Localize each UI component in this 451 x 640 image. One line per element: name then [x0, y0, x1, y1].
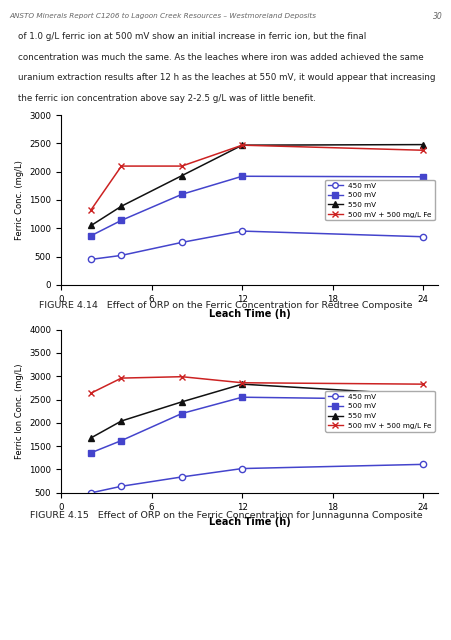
Text: ANSTO Minerals Report C1206 to Lagoon Creek Resources – Westmoreland Deposits: ANSTO Minerals Report C1206 to Lagoon Cr…: [9, 13, 315, 19]
Y-axis label: Ferric Ion Conc. (mg/L): Ferric Ion Conc. (mg/L): [15, 364, 24, 459]
Text: FIGURE 4.14   Effect of ORP on the Ferric Concentration for Redtree Composite: FIGURE 4.14 Effect of ORP on the Ferric …: [39, 301, 412, 310]
X-axis label: Leach Time (h): Leach Time (h): [208, 309, 290, 319]
Text: uranium extraction results after 12 h as the leaches at 550 mV, it would appear : uranium extraction results after 12 h as…: [18, 74, 435, 83]
Y-axis label: Ferric Conc. (mg/L): Ferric Conc. (mg/L): [15, 160, 24, 240]
Text: of 1.0 g/L ferric ion at 500 mV show an initial increase in ferric ion, but the : of 1.0 g/L ferric ion at 500 mV show an …: [18, 32, 365, 41]
Legend: 450 mV, 500 mV, 550 mV, 500 mV + 500 mg/L Fe: 450 mV, 500 mV, 550 mV, 500 mV + 500 mg/…: [325, 391, 434, 431]
Text: 30: 30: [432, 12, 442, 21]
Text: concentration was much the same. As the leaches where iron was added achieved th: concentration was much the same. As the …: [18, 52, 423, 61]
Legend: 450 mV, 500 mV, 550 mV, 500 mV + 500 mg/L Fe: 450 mV, 500 mV, 550 mV, 500 mV + 500 mg/…: [325, 180, 434, 220]
X-axis label: Leach Time (h): Leach Time (h): [208, 517, 290, 527]
Text: the ferric ion concentration above say 2-2.5 g/L was of little benefit.: the ferric ion concentration above say 2…: [18, 94, 315, 103]
Text: FIGURE 4.15   Effect of ORP on the Ferric Concentration for Junnagunna Composite: FIGURE 4.15 Effect of ORP on the Ferric …: [30, 511, 421, 520]
